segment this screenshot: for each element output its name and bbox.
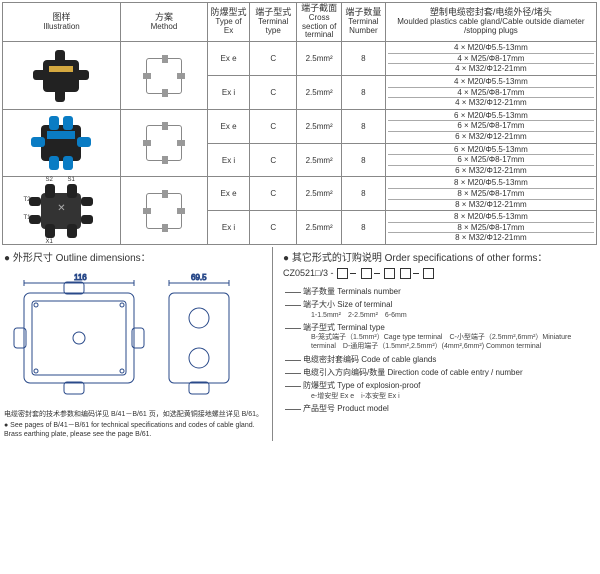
order-spec-item: 端子大小 Size of terminal1-1.5mm² 2-2.5mm² 6… [303, 300, 595, 319]
order-spec-item: 电缆引入方向编码/数量 Direction code of cable entr… [303, 368, 595, 378]
cell-ttype: C [250, 42, 297, 76]
method-cell [120, 109, 207, 177]
illustration-cell: ✕ S2S1 T2T1 X1 [3, 177, 121, 245]
order-code-pattern: CZ0521□/3 - [283, 268, 595, 279]
cell-num: 8 [342, 143, 386, 177]
gland-cell: 4 × M20/Φ5.5-13mm4 × M25/Φ8-17mm4 × M32/… [385, 42, 596, 76]
gland-cell: 8 × M20/Φ5.5-13mm8 × M25/Φ8-17mm8 × M32/… [385, 211, 596, 245]
cell-cross: 2.5mm² [297, 211, 342, 245]
table-row: Ex eC2.5mm²86 × M20/Φ5.5-13mm6 × M25/Φ8-… [3, 109, 597, 143]
cell-ttype: C [250, 76, 297, 110]
order-spec-item: 端子型式 Terminal typeB-笼式端子（1.5mm²）Cage typ… [303, 323, 595, 352]
method-cell [120, 42, 207, 110]
outline-drawing: 116 69.5 [4, 268, 264, 408]
gland-cell: 8 × M20/Φ5.5-13mm8 × M25/Φ8-17mm8 × M32/… [385, 177, 596, 211]
cell-num: 8 [342, 211, 386, 245]
cell-cross: 2.5mm² [297, 42, 342, 76]
illustration-cell [3, 42, 121, 110]
cell-ex: Ex i [207, 211, 249, 245]
order-spec-item: 电缆密封套编码 Code of cable glands [303, 355, 595, 365]
method-cell [120, 177, 207, 245]
order-spec-list: 端子数量 Terminals number 端子大小 Size of termin… [283, 287, 595, 414]
cell-cross: 2.5mm² [297, 76, 342, 110]
outline-note-en: ● See pages of B/41－B/61 for technical s… [4, 422, 270, 439]
gland-cell: 6 × M20/Φ5.5-13mm6 × M25/Φ8-17mm6 × M32/… [385, 109, 596, 143]
gland-cell: 6 × M20/Φ5.5-13mm6 × M25/Φ8-17mm6 × M32/… [385, 143, 596, 177]
order-section: ● 其它形式的订购说明 Order specifications of othe… [272, 247, 597, 441]
table-row: Ex eC2.5mm²84 × M20/Φ5.5-13mm4 × M25/Φ8-… [3, 42, 597, 76]
cell-ttype: C [250, 109, 297, 143]
cell-ex: Ex e [207, 109, 249, 143]
order-title: ● 其它形式的订购说明 Order specifications of othe… [283, 249, 595, 264]
hdr-cross: 端子截面Cross section of terminal [297, 3, 342, 42]
hdr-termnum: 端子数量Terminal Number [342, 3, 386, 42]
cell-cross: 2.5mm² [297, 177, 342, 211]
gland-cell: 4 × M20/Φ5.5-13mm4 × M25/Φ8-17mm4 × M32/… [385, 76, 596, 110]
cell-ex: Ex i [207, 76, 249, 110]
hdr-method: 方案Method [120, 3, 207, 42]
outline-note-cn: 电缆密封套的技术参数和编码详见 B/41－B/61 页，如选配黄铜接地螺丝详见 … [4, 411, 270, 419]
hdr-typeex: 防爆型式Type of Ex [207, 3, 249, 42]
order-spec-item: 防爆型式 Type of explosion-proofe-增安型 Ex e i… [303, 381, 595, 400]
cell-cross: 2.5mm² [297, 143, 342, 177]
cell-num: 8 [342, 42, 386, 76]
order-spec-item: 产品型号 Product model [303, 404, 595, 414]
outline-section: ● 外形尺寸 Outline dimensions： 116 [2, 247, 272, 441]
illustration-cell [3, 109, 121, 177]
hdr-terminal-type: 端子型式Terminal type [250, 3, 297, 42]
cell-ttype: C [250, 177, 297, 211]
cell-ex: Ex e [207, 177, 249, 211]
hdr-gland: 塑制电缆密封套/电缆外径/堵头Moulded plastics cable gl… [385, 3, 596, 42]
cell-ttype: C [250, 143, 297, 177]
cell-num: 8 [342, 109, 386, 143]
spec-table: 图样Illustration 方案Method 防爆型式Type of Ex 端… [2, 2, 597, 245]
cell-num: 8 [342, 177, 386, 211]
order-spec-item: 端子数量 Terminals number [303, 287, 595, 297]
outline-title: ● 外形尺寸 Outline dimensions： [4, 249, 270, 264]
cell-ttype: C [250, 211, 297, 245]
table-row: ✕ S2S1 T2T1 X1 Ex eC2.5mm²88 × M20/Φ5.5-… [3, 177, 597, 211]
svg-text:69.5: 69.5 [191, 273, 207, 282]
cell-ex: Ex e [207, 42, 249, 76]
cell-num: 8 [342, 76, 386, 110]
cell-ex: Ex i [207, 143, 249, 177]
cell-cross: 2.5mm² [297, 109, 342, 143]
svg-text:116: 116 [74, 273, 87, 282]
hdr-illustration: 图样Illustration [3, 3, 121, 42]
